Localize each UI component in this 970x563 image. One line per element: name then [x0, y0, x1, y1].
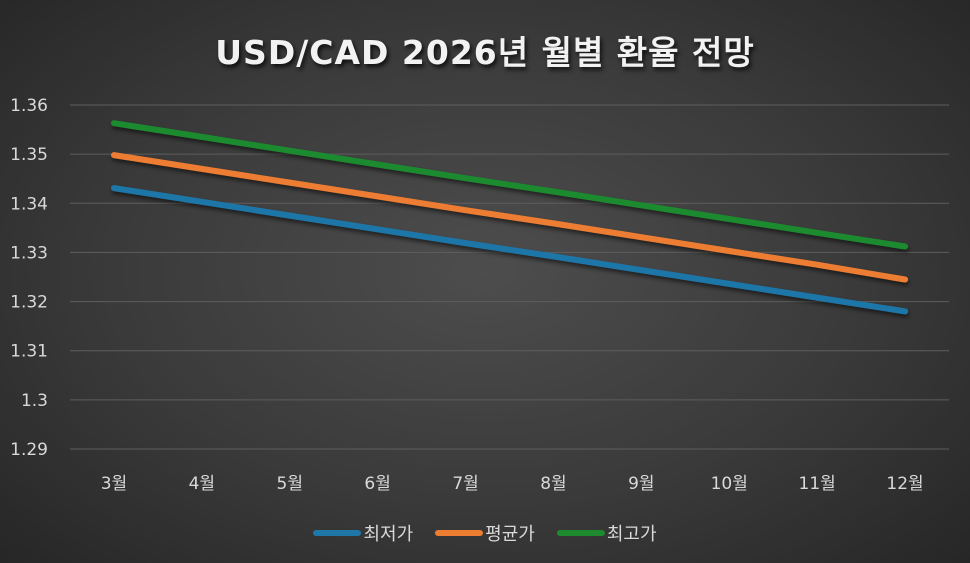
legend-item-low: 최저가	[313, 520, 413, 546]
x-tick-label: 7월	[452, 474, 478, 494]
x-tick-label: 8월	[540, 474, 566, 494]
series-line-low	[111, 185, 909, 315]
y-tick-label: 1.34	[10, 194, 48, 214]
legend-label-avg: 평균가	[485, 524, 535, 545]
x-tick-label: 10월	[711, 474, 748, 494]
x-tick-label: 4월	[189, 474, 215, 494]
y-tick-label: 1.29	[10, 440, 48, 460]
y-tick-label: 1.36	[10, 96, 48, 116]
legend-swatch-low	[313, 530, 362, 536]
series-line-avg	[111, 152, 909, 283]
y-tick-label: 1.32	[10, 293, 48, 313]
legend-item-high: 최고가	[556, 520, 657, 546]
legend-swatch-avg	[435, 530, 484, 536]
chart-title: USD/CAD 2026년 월별 환율 전망	[215, 33, 755, 72]
x-tick-label: 3월	[101, 474, 127, 494]
x-tick-label: 11월	[799, 474, 836, 494]
legend: 최저가 평균가 최고가	[0, 520, 970, 546]
legend-label-low: 최저가	[363, 524, 414, 545]
x-tick-label: 9월	[628, 474, 654, 494]
x-tick-label: 5월	[277, 474, 303, 494]
y-tick-label: 1.35	[10, 145, 48, 165]
legend-label-high: 최고가	[606, 524, 657, 545]
y-tick-label: 1.33	[10, 243, 48, 263]
legend-item-avg: 평균가	[435, 520, 535, 546]
series-line-high	[111, 120, 909, 250]
x-tick-label: 12월	[886, 474, 923, 494]
y-tick-label: 1.3	[21, 391, 48, 411]
legend-swatch-high	[556, 530, 605, 536]
y-tick-label: 1.31	[10, 342, 48, 362]
x-tick-label: 6월	[364, 474, 390, 494]
